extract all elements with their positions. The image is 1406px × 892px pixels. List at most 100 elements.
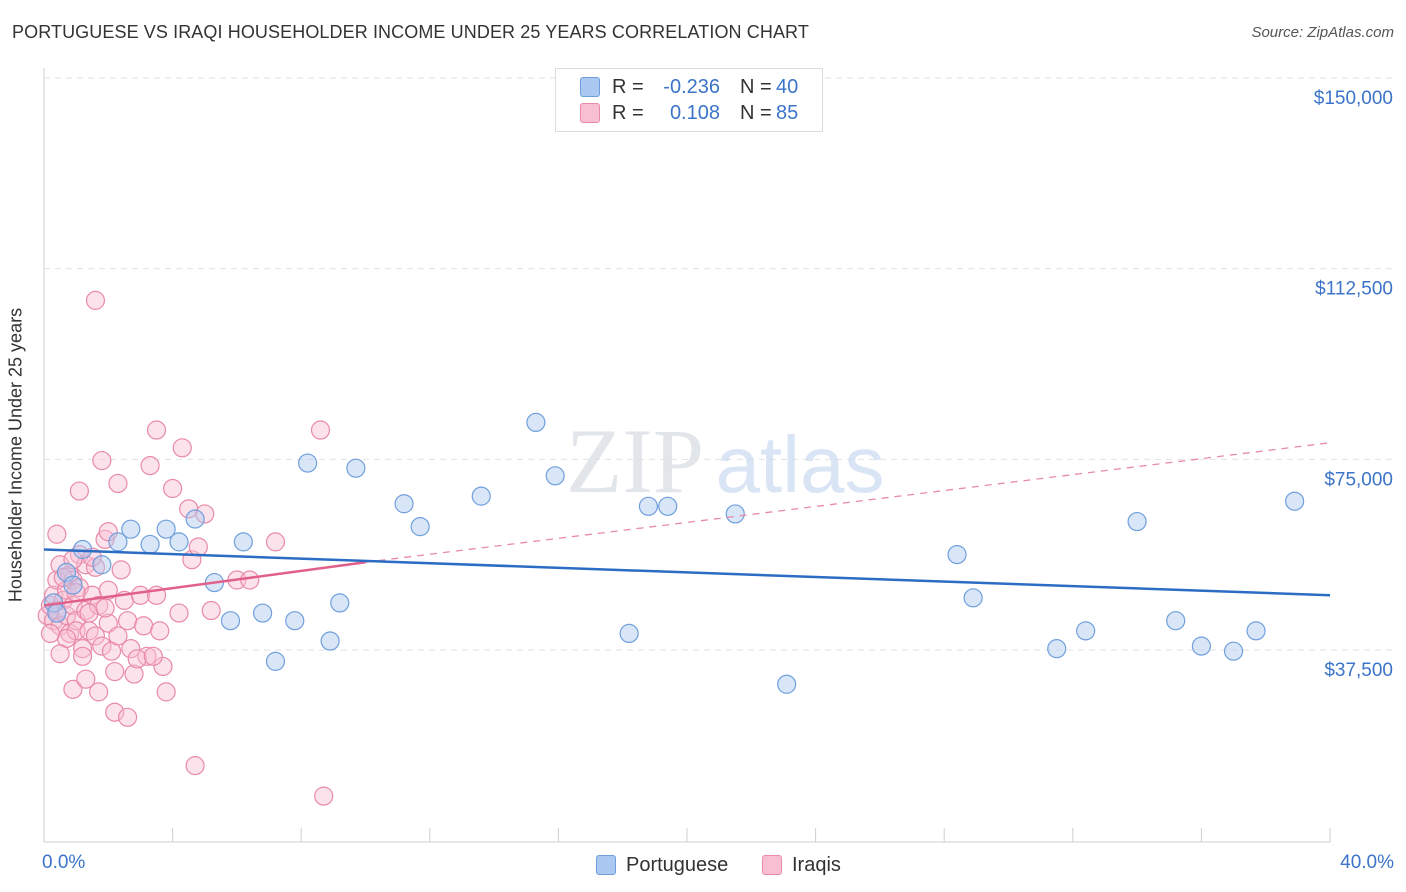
portuguese-swatch [580, 77, 600, 97]
portuguese-point [298, 453, 318, 473]
iraqis-point [314, 786, 334, 806]
iraqis-point [50, 555, 70, 575]
portuguese-point [63, 575, 83, 595]
iraqis-point [105, 661, 125, 682]
iraqis-point [69, 481, 89, 501]
portuguese-point [619, 623, 639, 644]
legend-item-iraqis[interactable]: Iraqis [762, 852, 841, 878]
portuguese-point [121, 519, 141, 539]
y-tick-label: $75,000 [1324, 469, 1393, 490]
portuguese-point [108, 532, 128, 552]
portuguese-point [330, 593, 350, 613]
iraqis-point [47, 524, 67, 544]
portuguese-point [526, 412, 546, 433]
iraqis-point [85, 290, 106, 310]
iraqis-point [53, 567, 73, 588]
iraqis-point [111, 560, 131, 580]
portuguese-point [233, 532, 253, 552]
x-axis-min-label: 0.0% [42, 852, 86, 873]
series-legend: Portuguese Iraqis [0, 852, 1406, 878]
r-label: R = [612, 101, 644, 124]
correlation-legend: R = -0.236 N = 40 R = 0.108 N = 85 [555, 68, 823, 132]
portuguese-point [169, 532, 189, 552]
x-tick-marks [43, 828, 1331, 842]
iraqis-point [153, 656, 173, 677]
iraqis-point [172, 438, 192, 458]
x-axis-max-label: 40.0% [1340, 852, 1394, 873]
portuguese-point [725, 504, 745, 524]
iraqis-point [108, 473, 128, 494]
r-value: 0.108 [669, 101, 720, 124]
portuguese-point [92, 555, 112, 575]
iraqis-point [140, 456, 160, 476]
portuguese-point [1246, 621, 1266, 641]
iraqis-point [124, 664, 144, 684]
legend-label-portuguese: Portuguese [626, 853, 729, 876]
portuguese-point [47, 603, 67, 623]
n-label: N = [740, 75, 772, 98]
r-value: -0.236 [663, 75, 720, 98]
source-label: Source: ZipAtlas.com [1251, 24, 1394, 41]
iraqis-point [72, 646, 93, 666]
portuguese-point [285, 611, 305, 631]
n-value: 40 [776, 75, 799, 98]
portuguese-point [1191, 636, 1212, 656]
iraqis-point [121, 639, 141, 659]
iraqis-point [156, 682, 176, 702]
chart-title: PORTUGUESE VS IRAQI HOUSEHOLDER INCOME U… [12, 22, 809, 42]
watermark-atlas: atlas [716, 420, 885, 509]
iraqis-point [201, 600, 221, 621]
y-tick-label: $112,500 [1315, 279, 1393, 300]
legend-label-iraqis: Iraqis [792, 853, 841, 876]
y-tick-labels: $37,500 $75,000 $112,500 $150,000 [1314, 88, 1393, 681]
iraqis-point [85, 626, 106, 646]
iraqis-point [150, 621, 170, 641]
iraqis-point [72, 639, 93, 659]
iraqis-point [98, 522, 118, 542]
iraqis-point [40, 623, 61, 644]
iraqis-point [98, 613, 118, 633]
iraqis-point [92, 636, 112, 656]
portuguese-point [1076, 621, 1096, 641]
portuguese-point [1166, 611, 1186, 631]
iraqis-point [143, 646, 163, 666]
portuguese-point [638, 496, 659, 516]
portuguese-point [320, 631, 340, 651]
y-tick-label: $37,500 [1324, 660, 1393, 681]
iraqis-point [130, 585, 151, 605]
iraqis-point [79, 603, 99, 623]
watermark-zip: ZIP [566, 410, 704, 512]
iraqis-point [50, 644, 70, 664]
portuguese-point [1047, 639, 1067, 659]
portuguese-point [1223, 641, 1244, 661]
portuguese-point [156, 519, 176, 539]
iraqis-point [185, 756, 205, 776]
iraqis-point [265, 532, 286, 552]
n-label: N = [740, 101, 772, 124]
iraqis-point [92, 450, 112, 471]
trend-lines [43, 442, 1331, 607]
portuguese-swatch [596, 855, 616, 875]
iraqis-point [195, 504, 215, 524]
iraqis-point [76, 669, 96, 689]
portuguese-point [140, 534, 160, 555]
iraqis-point [89, 682, 109, 702]
iraqis-point [240, 570, 260, 590]
portuguese-point [963, 588, 983, 608]
portuguese-point [253, 603, 273, 623]
iraqis-point [163, 478, 183, 499]
portuguese-point [220, 611, 241, 631]
portuguese-point [410, 517, 430, 537]
legend-item-portuguese[interactable]: Portuguese [596, 852, 728, 878]
portuguese-point [185, 509, 205, 529]
portuguese-point [1285, 491, 1305, 511]
legend-row-iraqis: R = 0.108 N = 85 [580, 100, 798, 126]
iraqis-trend-line [43, 560, 366, 607]
iraqis-point [146, 420, 167, 440]
iraqis-point [63, 679, 83, 699]
portuguese-points [44, 412, 1305, 694]
portuguese-point [1127, 511, 1147, 532]
portuguese-point [394, 494, 414, 514]
r-label: R = [612, 75, 644, 98]
